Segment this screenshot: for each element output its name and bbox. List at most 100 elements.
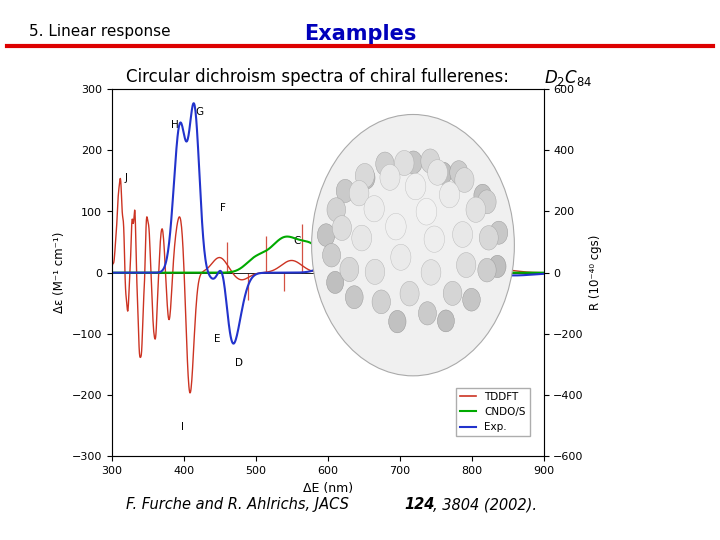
Circle shape xyxy=(373,256,387,274)
Circle shape xyxy=(376,152,394,176)
Circle shape xyxy=(474,279,490,299)
Circle shape xyxy=(428,160,447,185)
Circle shape xyxy=(450,161,468,184)
Text: Circular dichroism spectra of chiral fullerenes:: Circular dichroism spectra of chiral ful… xyxy=(126,68,514,85)
Circle shape xyxy=(474,215,490,235)
Line: TDDFT: TDDFT xyxy=(112,179,551,393)
Circle shape xyxy=(474,184,491,207)
Circle shape xyxy=(424,226,444,252)
Exp. xyxy=(339,235,348,242)
Circle shape xyxy=(395,151,414,176)
Circle shape xyxy=(480,226,498,250)
Circle shape xyxy=(477,190,496,214)
TDDFT xyxy=(339,251,348,258)
TDDFT xyxy=(546,269,555,276)
Circle shape xyxy=(349,180,369,206)
Exp. xyxy=(189,100,198,106)
Text: B: B xyxy=(335,213,342,222)
Exp. xyxy=(299,269,307,275)
TDDFT xyxy=(348,262,356,268)
Circle shape xyxy=(453,221,472,247)
Circle shape xyxy=(451,308,467,328)
Circle shape xyxy=(352,225,372,251)
Circle shape xyxy=(490,221,508,244)
Circle shape xyxy=(381,318,397,338)
Circle shape xyxy=(374,189,389,209)
Exp. xyxy=(166,233,174,239)
CNDO/S xyxy=(298,237,307,244)
Circle shape xyxy=(341,294,358,314)
Text: J: J xyxy=(125,173,127,183)
Circle shape xyxy=(328,233,343,253)
Circle shape xyxy=(423,317,438,337)
Circle shape xyxy=(323,244,341,267)
Text: E: E xyxy=(214,334,221,344)
Circle shape xyxy=(474,286,491,307)
Y-axis label: R (10⁻⁴⁰ cgs): R (10⁻⁴⁰ cgs) xyxy=(590,235,603,310)
TDDFT xyxy=(107,268,116,274)
Circle shape xyxy=(327,272,343,293)
Circle shape xyxy=(437,310,454,332)
Circle shape xyxy=(455,272,469,291)
Circle shape xyxy=(466,197,485,222)
Circle shape xyxy=(372,290,390,314)
Circle shape xyxy=(387,165,403,186)
CNDO/S xyxy=(256,251,264,257)
Circle shape xyxy=(326,204,343,226)
Circle shape xyxy=(487,249,504,271)
TDDFT xyxy=(116,176,125,182)
Legend: TDDFT, CNDO/S, Exp.: TDDFT, CNDO/S, Exp. xyxy=(456,388,530,436)
CNDO/S xyxy=(283,233,292,240)
Circle shape xyxy=(439,181,459,208)
Circle shape xyxy=(380,164,400,190)
Circle shape xyxy=(489,255,506,278)
Circle shape xyxy=(391,244,411,271)
Text: F: F xyxy=(220,204,226,213)
Y-axis label: Δε (M⁻¹ cm⁻¹): Δε (M⁻¹ cm⁻¹) xyxy=(53,232,66,313)
Circle shape xyxy=(346,191,362,212)
Text: G: G xyxy=(195,107,204,117)
Circle shape xyxy=(408,320,424,341)
Circle shape xyxy=(405,173,426,200)
Line: CNDO/S: CNDO/S xyxy=(112,237,551,320)
Circle shape xyxy=(327,198,346,222)
Circle shape xyxy=(487,215,504,238)
Circle shape xyxy=(336,275,351,295)
Text: F. Furche and R. Ahlrichs, JACS: F. Furche and R. Ahlrichs, JACS xyxy=(126,497,354,512)
CNDO/S xyxy=(107,269,116,276)
Circle shape xyxy=(318,224,335,246)
Exp. xyxy=(348,233,356,240)
Circle shape xyxy=(405,151,423,174)
Text: H: H xyxy=(171,119,179,130)
Circle shape xyxy=(340,257,359,281)
Exp. xyxy=(546,270,555,276)
Circle shape xyxy=(472,247,487,266)
Circle shape xyxy=(478,258,496,282)
Text: 5. Linear response: 5. Linear response xyxy=(29,24,171,39)
Circle shape xyxy=(421,260,441,285)
Circle shape xyxy=(451,298,466,317)
CNDO/S xyxy=(340,317,348,323)
CNDO/S xyxy=(181,269,190,276)
Circle shape xyxy=(386,213,406,240)
Text: C: C xyxy=(294,236,301,246)
CNDO/S xyxy=(348,308,356,315)
Text: , 3804 (2002).: , 3804 (2002). xyxy=(433,497,536,512)
Circle shape xyxy=(418,302,436,325)
Circle shape xyxy=(312,114,514,376)
Text: D: D xyxy=(235,358,243,368)
Circle shape xyxy=(400,312,415,330)
Circle shape xyxy=(416,198,437,225)
X-axis label: ΔE (nm): ΔE (nm) xyxy=(302,482,353,495)
Circle shape xyxy=(444,281,462,306)
TDDFT xyxy=(256,269,265,276)
Circle shape xyxy=(449,226,464,245)
Line: Exp.: Exp. xyxy=(112,103,551,343)
Circle shape xyxy=(366,287,380,305)
Circle shape xyxy=(416,174,432,195)
Exp. xyxy=(107,269,116,276)
Circle shape xyxy=(439,197,455,216)
Circle shape xyxy=(389,310,406,333)
Circle shape xyxy=(396,288,410,306)
Circle shape xyxy=(463,288,480,311)
